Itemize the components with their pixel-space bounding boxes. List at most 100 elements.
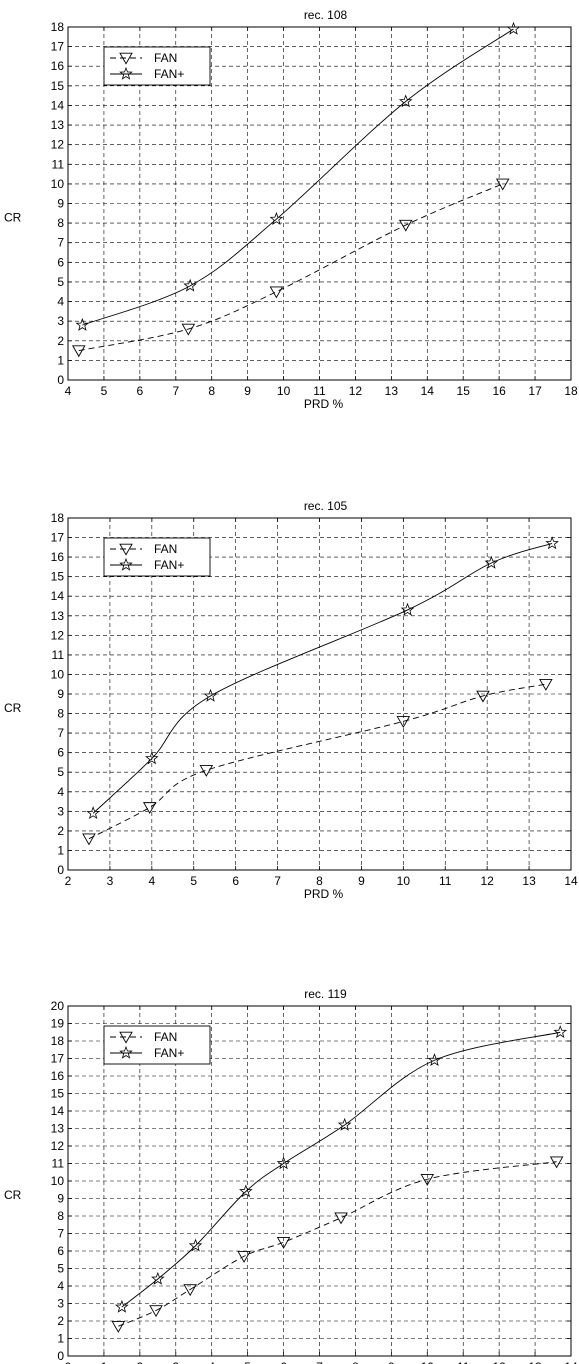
y-tick-label: 13 [51, 609, 65, 623]
data-point-fan-plus [545, 536, 559, 550]
y-tick-label: 18 [51, 20, 65, 34]
data-point-fan [142, 802, 157, 815]
y-tick-label: 2 [57, 1314, 64, 1328]
y-tick-label: 3 [57, 804, 64, 818]
y-tick-label: 10 [51, 1174, 65, 1188]
y-tick-label: 18 [51, 511, 65, 525]
x-tick-label: 2 [65, 874, 72, 888]
x-tick-label: 10 [421, 1360, 435, 1364]
x-tick-label: 9 [388, 1360, 395, 1364]
y-tick-label: 8 [57, 1209, 64, 1223]
x-tick-label: 12 [349, 384, 363, 398]
y-tick-label: 10 [51, 667, 65, 681]
x-tick-label: 9 [244, 384, 251, 398]
x-tick-label: 5 [190, 874, 197, 888]
x-tick-label: 7 [316, 1360, 323, 1364]
y-tick-label: 2 [57, 824, 64, 838]
x-tick-label: 10 [397, 874, 411, 888]
data-point-fan-plus [115, 1299, 129, 1313]
data-point-fan-plus [203, 688, 218, 702]
x-tick-label: 11 [439, 874, 452, 888]
x-tick-label: 11 [457, 1360, 470, 1364]
x-tick-label: 1 [101, 1360, 108, 1364]
series-line-fan [88, 683, 546, 840]
y-tick-label: 5 [57, 275, 64, 289]
legend-label: FAN+ [154, 67, 184, 81]
x-tick-label: 9 [358, 874, 365, 888]
y-tick-label: 12 [51, 628, 65, 642]
y-axis-label: CR [4, 701, 22, 715]
legend-triangle-icon [119, 1031, 133, 1044]
y-tick-label: 9 [57, 197, 64, 211]
legend: FAN FAN+ [103, 1025, 211, 1065]
x-tick-label: 16 [492, 384, 506, 398]
y-tick-label: 6 [57, 1244, 64, 1258]
y-tick-label: 12 [51, 138, 65, 152]
chart-panel: 2 3 4 5 6 7 8 9 10 11 12 13 140123456789101112131415… [4, 499, 578, 901]
legend-star-icon [119, 1045, 133, 1059]
data-point-fan [396, 716, 411, 728]
data-point-fan-plus [276, 1156, 291, 1170]
data-point-fan [111, 1320, 126, 1333]
y-tick-label: 9 [57, 1192, 64, 1206]
data-point-fan-plus [239, 1184, 253, 1198]
y-tick-label: 4 [57, 1279, 64, 1293]
y-tick-label: 0 [57, 863, 64, 877]
x-tick-label: 8 [316, 874, 323, 888]
x-tick-label: 3 [107, 874, 114, 888]
x-tick-label: 8 [208, 384, 215, 398]
data-point-fan [276, 1236, 291, 1249]
data-point-fan-plus [86, 806, 100, 820]
data-point-fan [420, 1173, 435, 1186]
x-tick-label: 13 [528, 1360, 542, 1364]
legend-triangle-icon [119, 543, 133, 556]
x-tick-label: 4 [208, 1360, 215, 1364]
y-tick-label: 17 [51, 40, 65, 54]
y-tick-label: 13 [51, 1122, 65, 1136]
y-tick-label: 8 [57, 707, 64, 721]
x-tick-label: 4 [65, 384, 72, 398]
y-tick-label: 19 [51, 1017, 65, 1031]
data-point-fan-plus [400, 602, 415, 616]
data-point-fan [549, 1156, 564, 1169]
y-tick-label: 13 [51, 118, 65, 132]
y-tick-label: 0 [57, 1349, 64, 1363]
data-point-fan [269, 286, 284, 299]
y-tick-label: 14 [51, 589, 65, 603]
x-tick-label: 14 [421, 384, 435, 398]
data-point-fan [183, 1284, 197, 1297]
y-tick-label: 8 [57, 216, 64, 230]
y-tick-label: 1 [57, 843, 64, 857]
x-tick-label: 5 [244, 1360, 251, 1364]
data-point-fan [539, 678, 553, 691]
y-tick-label: 3 [57, 1297, 64, 1311]
x-tick-label: 0 [65, 1360, 72, 1364]
data-point-fan [237, 1250, 251, 1263]
data-point-fan-plus [398, 94, 413, 108]
data-point-fan-plus [188, 1238, 203, 1252]
data-point-fan-plus [553, 1025, 568, 1039]
y-tick-label: 15 [51, 79, 65, 93]
y-tick-label: 18 [51, 1034, 65, 1048]
data-point-fan-plus [337, 1117, 352, 1131]
data-point-fan [476, 690, 490, 703]
y-tick-label: 17 [51, 531, 65, 545]
legend-label: FAN+ [154, 1046, 184, 1060]
x-tick-label: 14 [564, 874, 578, 888]
x-tick-label: 17 [528, 384, 542, 398]
y-tick-label: 16 [51, 59, 65, 73]
legend-star-icon [119, 66, 133, 80]
data-point-fan-plus [145, 751, 159, 765]
y-tick-label: 12 [51, 1139, 65, 1153]
x-tick-label: 15 [457, 384, 471, 398]
y-axis-label: CR [4, 211, 22, 225]
data-point-fan [149, 1305, 163, 1318]
chart-title: rec. 108 [304, 8, 348, 22]
y-tick-label: 1 [57, 353, 64, 367]
y-tick-label: 20 [51, 999, 65, 1013]
y-tick-label: 11 [52, 1157, 65, 1171]
x-tick-label: 18 [564, 384, 578, 398]
y-tick-label: 16 [51, 550, 65, 564]
x-tick-label: 2 [137, 1360, 144, 1364]
